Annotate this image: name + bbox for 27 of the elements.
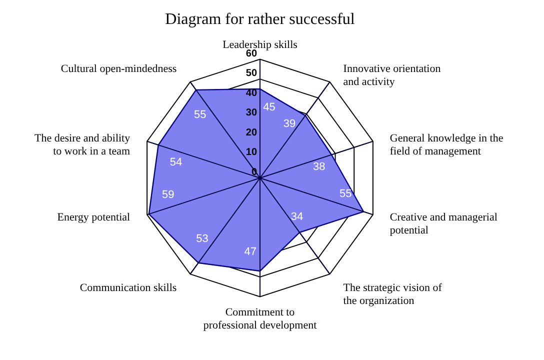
spoke-label: Creative and managerial potential <box>390 212 498 237</box>
y-tick-label: 60 <box>246 48 258 60</box>
y-tick-label: 10 <box>246 147 258 158</box>
data-label: 45 <box>263 101 276 114</box>
y-tick-label: 40 <box>246 88 258 99</box>
spoke-label: Energy potential <box>57 212 130 224</box>
y-tick-label: 50 <box>246 68 258 80</box>
chart-title: Diagram for rather successful <box>165 10 356 28</box>
spoke-label: Communication skills <box>80 282 177 294</box>
data-label: 47 <box>244 246 256 258</box>
spoke-label: The desire and ability to work in a team <box>34 132 131 158</box>
data-label: 55 <box>194 108 206 121</box>
y-tick-label: 20 <box>246 127 258 138</box>
spoke-label: The strategic vision of the organization <box>343 282 442 307</box>
y-tick-label: 30 <box>246 108 258 119</box>
data-label: 38 <box>313 160 326 173</box>
data-label: 53 <box>196 232 208 245</box>
spoke-label: Innovative orientation and activity <box>343 63 442 88</box>
spoke-label: Leadership skills <box>222 38 298 51</box>
data-label: 34 <box>290 211 304 224</box>
data-label: 55 <box>339 188 352 200</box>
spoke-label: Commitment to professional development <box>203 306 317 332</box>
data-label: 39 <box>283 118 296 130</box>
data-label: 59 <box>162 189 174 202</box>
data-label: 54 <box>170 156 182 168</box>
spoke-label: Cultural open-mindedness <box>60 63 177 76</box>
spoke-label: General knowledge in the field of management <box>390 132 504 158</box>
